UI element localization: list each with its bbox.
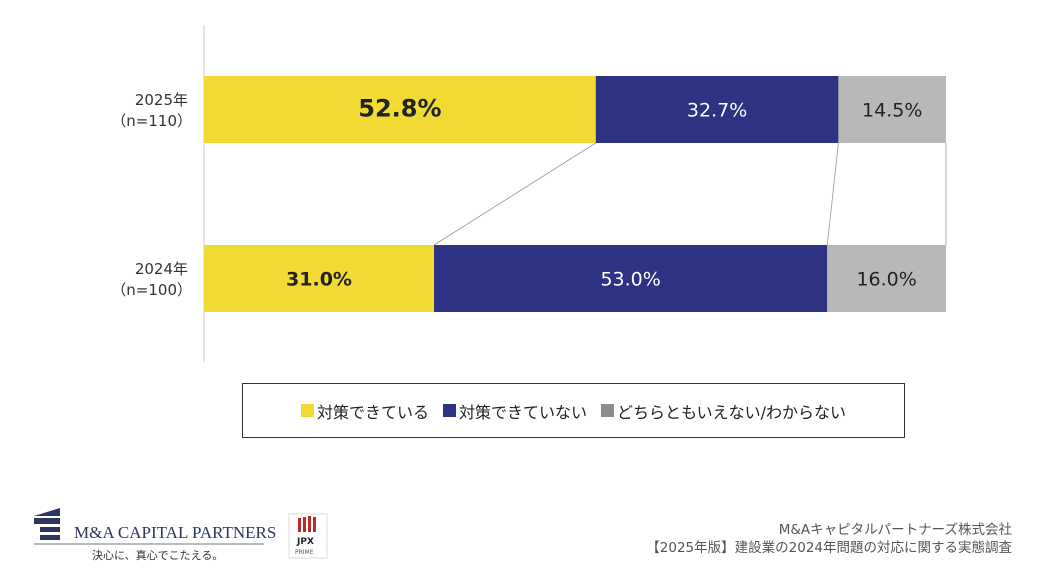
legend-item-unknown: どちらともいえない/わからない xyxy=(600,399,847,423)
data-label: 52.8% xyxy=(358,95,441,123)
legend-swatch xyxy=(600,404,614,417)
connector-line xyxy=(826,142,839,246)
data-label: 32.7% xyxy=(687,100,747,122)
footer-survey: 【2025年版】建設業の2024年問題の対応に関する実態調査 xyxy=(646,540,1012,556)
bar-segment xyxy=(838,76,946,143)
bar-segment xyxy=(204,76,596,143)
legend-item-not-prepared: 対策できていない xyxy=(442,399,587,423)
legend-label: どちらともいえない/わからない xyxy=(616,402,847,422)
bar-segment xyxy=(595,76,839,143)
legend-swatch xyxy=(442,404,456,417)
bar-segment xyxy=(827,245,946,312)
stacked-bar-chart: 52.8% 32.7% 14.5% 2025年 （n=110） 31.0% 53.0% 16.… xyxy=(111,25,947,362)
category-n-label: （n=100） xyxy=(111,281,192,299)
logo-wordmark: M&A CAPITAL PARTNERS xyxy=(74,523,276,542)
svg-text:JPX: JPX xyxy=(296,537,314,547)
legend-label: 対策できていない xyxy=(458,402,587,422)
company-logo: M&A CAPITAL PARTNERS 決心に、真心でこたえる。 JPX PR… xyxy=(32,508,332,567)
category-n-label: （n=110） xyxy=(111,112,192,130)
bar-segment xyxy=(434,245,828,312)
bar-segment xyxy=(204,245,435,312)
data-label: 14.5% xyxy=(862,100,922,122)
data-label: 31.0% xyxy=(286,269,352,291)
svg-text:PRIME: PRIME xyxy=(295,549,314,556)
footer-source: M&Aキャピタルパートナーズ株式会社 【2025年版】建設業の2024年問題の対… xyxy=(646,521,1012,557)
legend: 対策できている 対策できていない どちらともいえない/わからない xyxy=(242,383,905,438)
data-label: 16.0% xyxy=(856,269,916,291)
category-label: 2024年 xyxy=(135,260,188,278)
data-label: 53.0% xyxy=(600,269,660,291)
connector-line xyxy=(433,142,596,246)
logo-tagline: 決心に、真心でこたえる。 xyxy=(92,548,223,562)
legend-item-prepared: 対策できている xyxy=(300,399,429,423)
legend-label: 対策できている xyxy=(316,402,429,422)
footer-company: M&Aキャピタルパートナーズ株式会社 xyxy=(778,522,1012,538)
legend-swatch xyxy=(300,404,314,417)
category-label: 2025年 xyxy=(135,91,188,109)
